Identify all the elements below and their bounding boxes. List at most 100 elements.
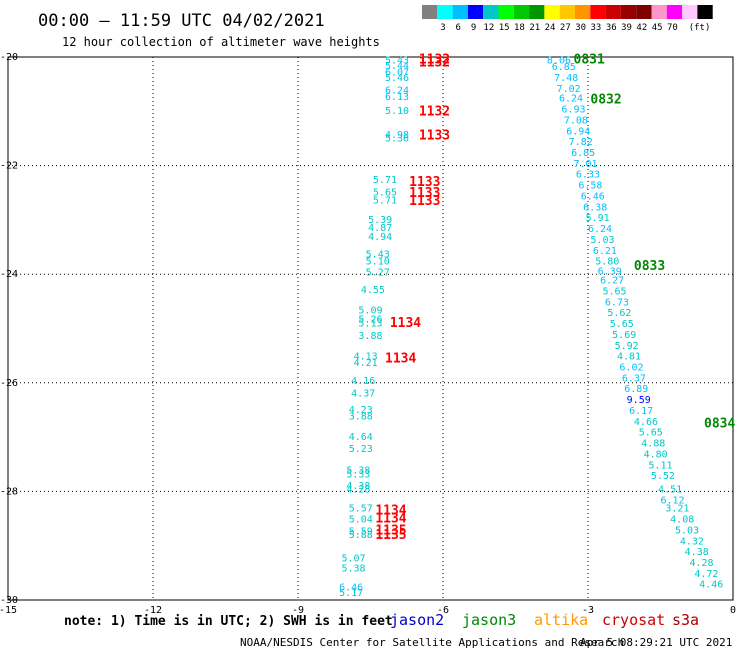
wave-height-label: 4.16	[351, 376, 375, 387]
wave-height-label: 6.24	[385, 86, 409, 97]
wave-height-label: 4.38	[346, 481, 370, 492]
wave-height-label: 5.38	[342, 563, 366, 574]
wave-height-label: 5.65	[373, 188, 397, 199]
wave-height-label: 4.55	[361, 285, 385, 296]
wave-height-label: 6.24	[559, 94, 583, 105]
wave-height-label: 6.73	[605, 297, 629, 308]
legend-swatch	[620, 5, 637, 19]
wave-height-label: 4.46	[699, 580, 723, 591]
legend-tick-label: 70	[667, 23, 678, 33]
pass-time-label: 1135	[375, 528, 406, 543]
wave-height-label: 6.58	[578, 181, 602, 192]
wave-height-label: 7.01	[574, 159, 598, 170]
pass-time-label: 1134	[375, 503, 406, 518]
wave-height-label: 5.43	[366, 250, 390, 261]
legend-swatch	[590, 5, 606, 19]
pass-time-label: 0832	[590, 92, 621, 107]
wave-height-label: 6.85	[571, 148, 595, 159]
satellite-legend: jason2 jason3 altika cryosat s3a	[390, 611, 699, 629]
wave-height-label: 5.46	[385, 73, 409, 84]
pass-time-label: 1133	[419, 129, 450, 144]
y-tick-label: -30	[0, 595, 18, 606]
legend-swatch	[559, 5, 575, 19]
footer-timestamp: Apr 5 08:29:21 UTC 2021	[580, 636, 732, 649]
legend-swatch	[666, 5, 683, 19]
wave-height-label: 6.17	[629, 406, 653, 417]
wave-height-label: 4.13	[354, 352, 378, 363]
wave-height-label: 4.81	[617, 352, 641, 363]
y-axis-ticks: -20 -22 -24 -26 -28 -30	[0, 52, 18, 606]
wave-height-label: 5.65	[610, 319, 634, 330]
pass-time-label: 1132	[419, 104, 450, 119]
wave-height-label: 5.17	[339, 588, 363, 599]
legend-tick-label: 18	[514, 23, 525, 33]
wave-height-label: 5.27	[366, 267, 390, 278]
x-tick-label: -6	[437, 605, 449, 616]
wave-height-label: 6.85	[552, 62, 576, 73]
y-tick-label: -24	[0, 269, 18, 280]
wave-height-label: 6.38	[583, 202, 607, 213]
wave-height-label: 5.71	[373, 175, 397, 186]
wave-height-label: 5.71	[373, 195, 397, 206]
legend-swatch	[452, 5, 468, 19]
wave-height-label: 4.32	[680, 536, 704, 547]
y-tick-label: -26	[0, 378, 18, 389]
wave-height-label: 5.91	[586, 213, 610, 224]
legend-swatch	[544, 5, 560, 19]
legend-swatch	[422, 5, 438, 19]
plot-grid	[8, 57, 733, 600]
legend-tick-label: 12	[483, 23, 494, 33]
wave-height-label: 5.26	[358, 315, 382, 326]
legend-tick-label: 3	[440, 23, 445, 33]
pass-time-label: 0834	[704, 417, 735, 432]
pass-time-label: 1132	[419, 55, 450, 70]
note-text: note: 1) Time is in UTC; 2) SWH is in fe…	[64, 614, 393, 629]
wave-height-label: 6.89	[624, 384, 648, 395]
legend-tick-label: 30	[575, 23, 586, 33]
pass-time-label: 0831	[574, 53, 605, 68]
wave-height-label: 5.10	[385, 106, 409, 117]
legend-swatch	[651, 5, 667, 19]
legend-swatch	[605, 5, 621, 19]
legend-swatch	[467, 5, 484, 19]
legend-tick-label: 21	[529, 23, 540, 33]
wave-height-label: 4.28	[346, 485, 370, 496]
wave-height-label: 4.37	[351, 389, 375, 400]
pass-time-label: 1135	[375, 523, 406, 538]
wave-height-label: 5.57	[349, 504, 373, 515]
legend-swatch	[498, 5, 514, 19]
wave-height-label: 9.59	[627, 395, 651, 406]
wave-height-label: 4.72	[694, 569, 718, 580]
plot-frame	[7, 56, 734, 601]
legend-tick-label: 6	[456, 23, 461, 33]
wave-height-label: 6.46	[581, 191, 605, 202]
legend-swatch	[636, 5, 652, 19]
wave-height-label: 6.24	[588, 224, 612, 235]
wave-height-label: 5.44	[385, 61, 409, 72]
legend-swatch	[575, 5, 591, 19]
wave-height-label: 5.38	[346, 466, 370, 477]
y-tick-label: -20	[0, 52, 18, 63]
pass-time-label: 1134	[390, 316, 421, 331]
legend-tick-label: 27	[560, 23, 571, 33]
legend-swatch	[697, 5, 713, 19]
chart-subtitle: 12 hour collection of altimeter wave hei…	[62, 35, 380, 49]
wave-height-label: 6.33	[576, 170, 600, 181]
pass-time-label: 1134	[375, 512, 406, 527]
legend-tick-label: 24	[545, 23, 556, 33]
wave-height-label: 5.65	[639, 428, 663, 439]
wave-height-label: 6.39	[598, 266, 622, 277]
wave-height-label: 5.88	[349, 530, 373, 541]
wave-height-label: 3.88	[349, 411, 373, 422]
wave-height-label: 4.87	[368, 223, 392, 234]
wave-height-label: 7.08	[564, 115, 588, 126]
legend-tick-label: 33	[591, 23, 602, 33]
legend-swatch	[682, 5, 698, 19]
legend-tick-label: 15	[499, 23, 510, 33]
satellite-altika: altika	[534, 611, 588, 629]
pass-time-label: 0833	[634, 259, 665, 274]
wave-height-label: 6.94	[566, 126, 590, 137]
satellite-s3a: s3a	[672, 611, 699, 629]
wave-height-label: 4.64	[349, 432, 373, 443]
wave-height-label: 4.88	[641, 439, 665, 450]
